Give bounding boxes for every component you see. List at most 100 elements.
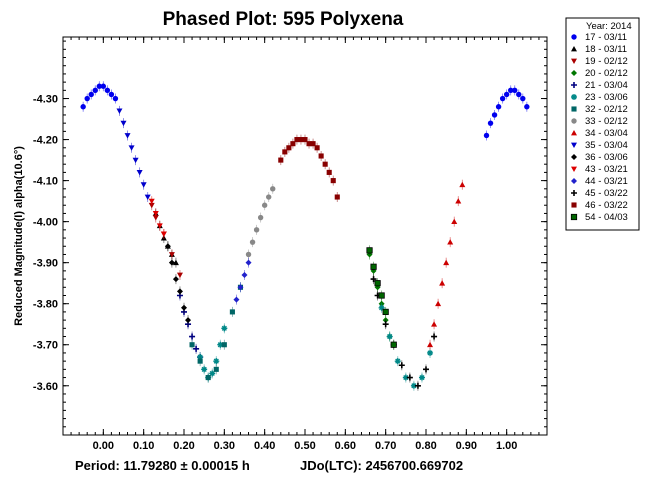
data-point — [306, 141, 312, 147]
data-point — [156, 223, 163, 229]
data-point — [257, 214, 264, 221]
data-point — [318, 153, 324, 159]
series-group — [233, 257, 252, 305]
x-tick-label: 0.80 — [415, 440, 436, 452]
data-point — [298, 137, 304, 143]
data-point — [326, 169, 332, 175]
data-point — [88, 91, 94, 98]
series-group — [366, 245, 397, 350]
data-point — [253, 227, 260, 233]
series-group — [164, 241, 192, 326]
y-axis-label: Reduced Magnitude(I) alpha(10.6°) — [13, 146, 25, 326]
legend-entry: 21 - 03/04 — [585, 80, 628, 91]
legend-marker — [571, 106, 577, 112]
data-point — [213, 358, 220, 365]
data-point — [100, 83, 107, 89]
data-point — [124, 133, 131, 139]
data-point — [116, 108, 123, 114]
data-point — [261, 202, 268, 208]
legend-entry: 43 - 03/21 — [585, 164, 628, 175]
series-group — [427, 179, 466, 350]
data-point — [266, 194, 272, 200]
x-tick-label: 1.00 — [496, 440, 517, 452]
data-point — [189, 342, 195, 348]
data-point — [370, 276, 377, 283]
data-point — [366, 247, 373, 254]
data-point — [176, 272, 183, 278]
data-point — [427, 349, 434, 356]
data-point — [237, 284, 244, 291]
data-point — [205, 375, 211, 381]
data-point — [172, 259, 179, 266]
data-point — [382, 321, 389, 328]
y-tick-label: -3.60 — [33, 381, 58, 393]
data-point — [431, 333, 438, 340]
data-point — [302, 137, 308, 143]
data-point — [487, 120, 494, 126]
data-point — [160, 231, 167, 237]
data-point — [193, 345, 200, 352]
footer-jd: JDo(LTC): 2456700.669702 — [300, 458, 463, 473]
data-point — [427, 341, 434, 348]
data-point — [104, 87, 111, 94]
data-point — [414, 382, 421, 389]
data-point — [233, 296, 240, 303]
data-point — [322, 161, 328, 167]
data-point — [172, 276, 179, 283]
legend-title: Year: 2014 — [586, 21, 632, 32]
data-point — [512, 87, 518, 94]
data-point — [386, 333, 393, 340]
series-group — [80, 81, 530, 141]
x-tick-label: 0.40 — [254, 440, 275, 452]
y-tick-label: -3.70 — [33, 340, 58, 352]
legend-marker — [571, 166, 577, 172]
data-point — [189, 333, 196, 340]
legend-entry: 33 - 02/12 — [585, 116, 628, 127]
data-point — [382, 308, 389, 316]
data-point — [330, 178, 336, 184]
data-point — [447, 239, 454, 245]
data-point — [294, 137, 300, 143]
data-point — [120, 120, 127, 127]
x-tick-label: 0.20 — [173, 440, 194, 452]
data-point — [455, 198, 462, 204]
x-tick-label: 0.70 — [375, 440, 396, 452]
legend-entry: 23 - 03/06 — [585, 92, 628, 103]
legend-marker — [571, 94, 577, 100]
legend-marker — [571, 58, 577, 64]
data-point — [491, 112, 498, 118]
data-point — [508, 87, 514, 94]
plot-frame — [62, 36, 548, 436]
data-point — [241, 271, 248, 278]
data-point — [144, 194, 151, 201]
legend-marker — [571, 202, 577, 208]
legend-marker — [571, 142, 577, 148]
data-point — [499, 95, 506, 102]
y-tick-label: -3.90 — [33, 258, 58, 270]
data-point — [406, 374, 413, 381]
data-point — [140, 182, 147, 188]
data-point — [229, 309, 235, 315]
legend-entry: 44 - 03/21 — [585, 176, 628, 187]
y-tick-label: -3.80 — [33, 299, 58, 311]
data-point — [201, 366, 208, 373]
data-point — [148, 198, 155, 205]
data-point — [136, 170, 143, 176]
data-point — [112, 95, 119, 102]
footer-period: Period: 11.79280 ± 0.00015 h — [75, 458, 250, 473]
data-point — [217, 341, 224, 348]
data-point — [443, 259, 450, 266]
data-point — [418, 374, 425, 381]
x-axis: 0.00 0.10 0.20 0.30 0.40 0.50 0.60 0.70 0.80 0.90… — [70, 37, 540, 452]
data-point — [96, 83, 103, 89]
legend-entry: 46 - 03/22 — [585, 200, 628, 211]
series-group — [278, 134, 340, 203]
data-point — [451, 218, 458, 225]
legend-entry: 34 - 03/04 — [585, 128, 628, 139]
data-point — [402, 374, 409, 381]
data-point — [410, 382, 417, 389]
data-point — [245, 259, 252, 266]
data-point — [431, 321, 438, 327]
